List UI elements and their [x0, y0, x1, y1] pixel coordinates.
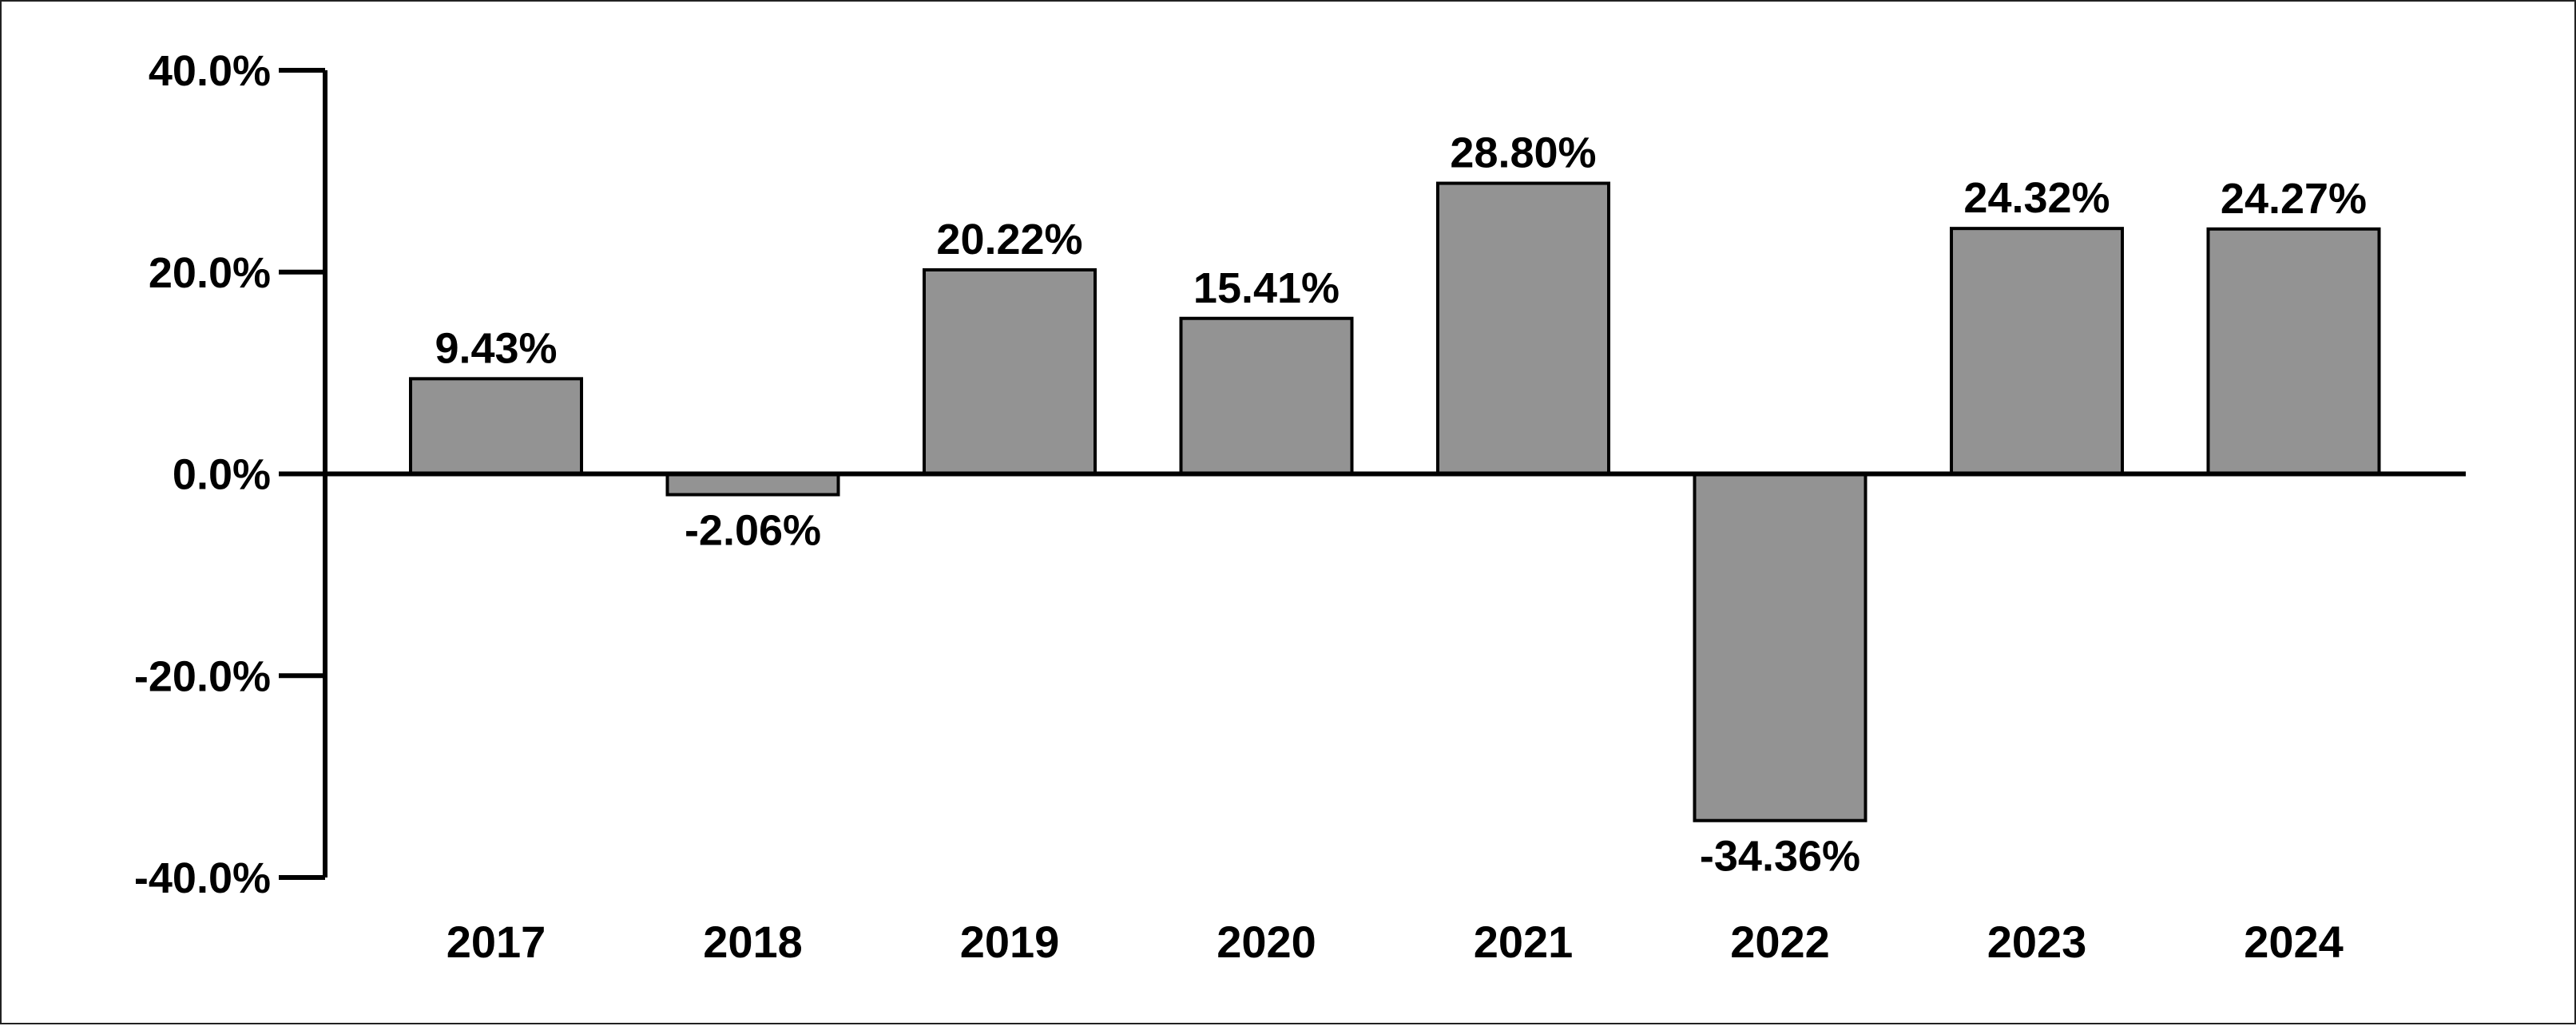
data-labels: 9.43% -2.06% 20.22% 15.41% 28.80% -34.36% 24.3…	[435, 129, 2367, 881]
data-label: 9.43%	[435, 324, 557, 372]
bar	[1950, 227, 2124, 476]
bar	[665, 472, 840, 497]
bar	[2206, 227, 2381, 476]
x-tick-label: 2022	[1730, 917, 1830, 967]
bars	[409, 181, 2381, 822]
data-label: 24.27%	[2221, 175, 2367, 223]
x-tick-label: 2024	[2244, 917, 2344, 967]
data-label: -2.06%	[685, 507, 821, 555]
x-axis-labels: 2017 2018 2019 2020 2021 2022 2023 2024	[447, 917, 2344, 967]
x-tick-label: 2023	[1987, 917, 2087, 967]
bar	[1436, 181, 1610, 476]
y-tick-label: -20.0%	[134, 652, 271, 700]
bar	[1179, 316, 1354, 476]
y-tick-label: -40.0%	[134, 854, 271, 902]
data-label: 20.22%	[936, 216, 1082, 263]
x-tick-label: 2020	[1217, 917, 1316, 967]
bar	[923, 267, 1097, 476]
x-tick-label: 2021	[1474, 917, 1574, 967]
x-tick-label: 2017	[447, 917, 546, 967]
bar	[409, 377, 583, 476]
y-axis: 40.0% 20.0% 0.0% -20.0% -40.0%	[134, 47, 327, 902]
data-label: -34.36%	[1700, 833, 1860, 881]
data-label: 15.41%	[1193, 264, 1340, 312]
data-label: 24.32%	[1963, 174, 2110, 222]
x-tick-label: 2019	[960, 917, 1060, 967]
bar	[1693, 472, 1868, 822]
x-tick-label: 2018	[703, 917, 803, 967]
y-tick-label: 20.0%	[149, 249, 271, 297]
y-tick-label: 40.0%	[149, 47, 271, 95]
y-tick-label: 0.0%	[173, 451, 271, 499]
data-label: 28.80%	[1450, 129, 1596, 177]
